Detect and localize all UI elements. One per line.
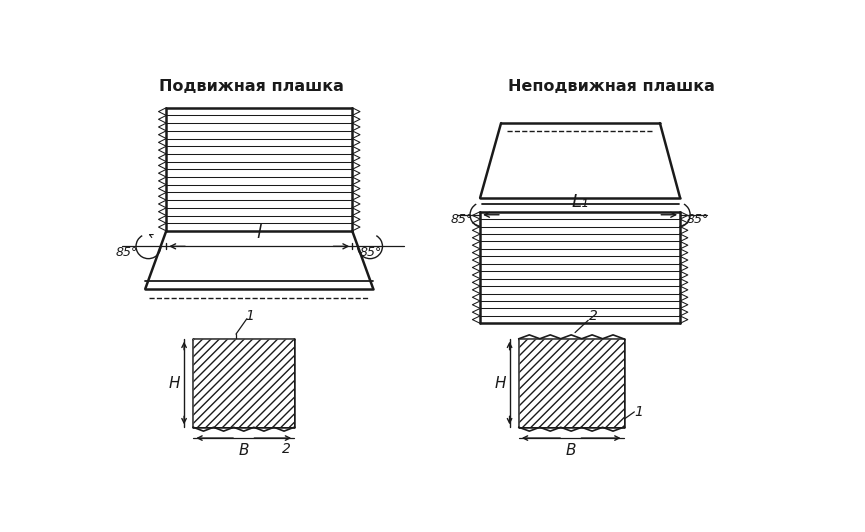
Text: B: B [566, 443, 576, 458]
Text: 2: 2 [282, 442, 291, 456]
Text: Подвижная плашка: Подвижная плашка [159, 79, 344, 94]
Text: H: H [169, 376, 181, 390]
Text: H: H [495, 376, 506, 390]
Bar [166, 108, 352, 231]
Text: Неподвижная плашка: Неподвижная плашка [509, 79, 715, 94]
Bar [519, 339, 624, 427]
Text: L₁: L₁ [572, 193, 589, 211]
Bar [519, 339, 624, 427]
Text: l: l [257, 225, 262, 243]
Text: 1: 1 [246, 309, 254, 322]
Text: 85°: 85° [687, 213, 709, 226]
Text: 85°: 85° [360, 246, 382, 259]
Text: 85°: 85° [116, 246, 138, 259]
Bar [194, 339, 294, 427]
Text: 2: 2 [588, 309, 598, 322]
Text: B: B [239, 443, 249, 458]
Text: 1: 1 [635, 405, 644, 419]
Bar [194, 339, 294, 427]
Text: 85°: 85° [451, 213, 473, 226]
Bar [480, 212, 680, 323]
